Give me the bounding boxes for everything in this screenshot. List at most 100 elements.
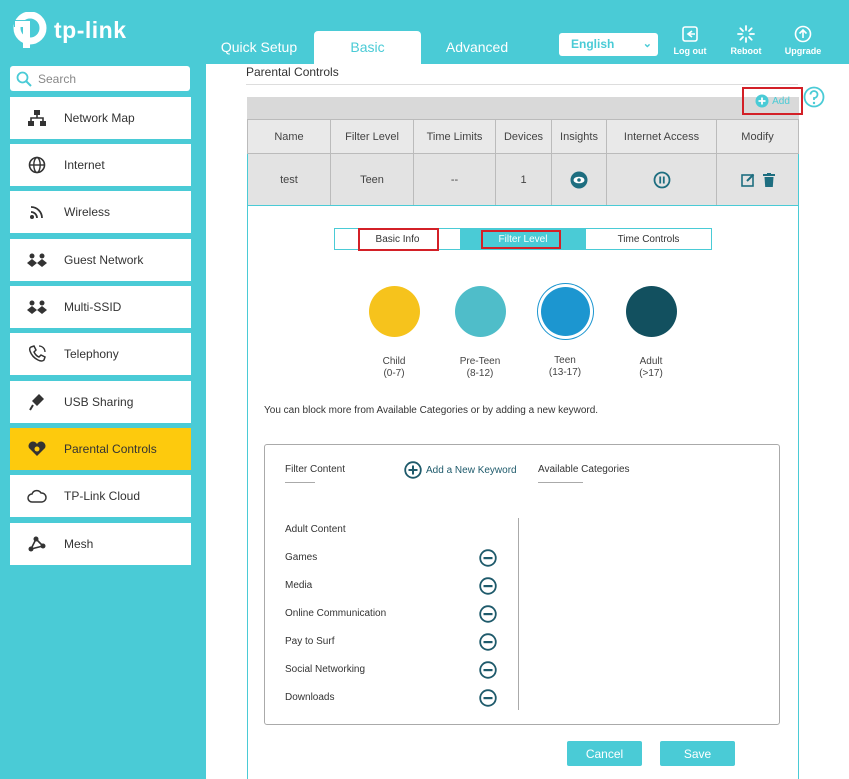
- remove-online-communication-icon[interactable]: [479, 605, 497, 623]
- header-modify: Modify: [717, 120, 799, 153]
- level-child[interactable]: Child (0-7): [354, 286, 434, 380]
- heading-underline: [285, 482, 315, 483]
- upgrade-button[interactable]: Upgrade: [773, 25, 833, 56]
- available-categories-heading: Available Categories: [538, 464, 630, 475]
- sidebar-item-label: Internet: [64, 158, 105, 172]
- level-range: (13-17): [548, 367, 582, 378]
- reboot-label: Reboot: [730, 46, 762, 56]
- sidebar-item-telephony[interactable]: Telephony: [10, 333, 191, 375]
- remove-media-icon[interactable]: [479, 577, 497, 595]
- sidebar-item-parental-controls[interactable]: Parental Controls: [10, 428, 191, 470]
- multi-ssid-icon: [27, 300, 47, 314]
- table-header-row: Name Filter Level Time Limits Devices In…: [247, 119, 799, 154]
- search-input[interactable]: [38, 71, 178, 86]
- filter-item-pay-to-surf: Pay to Surf: [285, 636, 335, 647]
- language-select[interactable]: English ⌄: [559, 33, 658, 56]
- table-row: test Teen -- 1: [247, 154, 799, 206]
- help-icon: [803, 86, 825, 108]
- remove-games-icon[interactable]: [479, 549, 497, 567]
- header-internet-access: Internet Access: [607, 120, 717, 153]
- level-adult[interactable]: Adult (>17): [611, 286, 691, 380]
- level-range: (>17): [639, 368, 663, 379]
- pause-icon[interactable]: [653, 171, 671, 189]
- usb-icon: [29, 394, 44, 411]
- remove-downloads-icon[interactable]: [479, 689, 497, 707]
- sidebar-item-label: Telephony: [64, 347, 119, 361]
- profile-edit-panel: [247, 206, 799, 779]
- upgrade-label: Upgrade: [784, 46, 822, 56]
- tab-quick-setup[interactable]: Quick Setup: [220, 39, 298, 55]
- header-insights: Insights: [552, 120, 607, 153]
- logout-icon: [682, 26, 698, 42]
- level-range: (0-7): [383, 368, 405, 379]
- sidebar-item-label: Guest Network: [64, 253, 144, 267]
- tab-basic-info[interactable]: Basic Info: [375, 233, 420, 245]
- tab-advanced[interactable]: Advanced: [445, 39, 509, 55]
- tp-link-logo-icon: [13, 12, 47, 48]
- wifi-icon: [30, 206, 43, 219]
- sidebar-item-label: Parental Controls: [64, 442, 157, 456]
- cell-internet-access: [607, 154, 717, 205]
- cancel-button[interactable]: Cancel: [567, 741, 642, 766]
- filter-item-social-networking: Social Networking: [285, 664, 366, 675]
- header-time-limits: Time Limits: [414, 120, 496, 153]
- sidebar-item-wireless[interactable]: Wireless: [10, 191, 191, 233]
- save-button[interactable]: Save: [660, 741, 735, 766]
- language-selected: English: [571, 37, 615, 51]
- edit-icon[interactable]: [740, 173, 755, 187]
- sidebar-item-usb-sharing[interactable]: USB Sharing: [10, 381, 191, 423]
- sidebar-item-label: Multi-SSID: [64, 300, 122, 314]
- page-title: Parental Controls: [246, 65, 339, 79]
- help-button[interactable]: [803, 86, 825, 113]
- filter-item-online-communication: Online Communication: [285, 608, 387, 619]
- level-name: Pre-Teen: [459, 356, 501, 367]
- logo-text: tp-link: [54, 16, 127, 43]
- column-divider: [518, 518, 519, 710]
- sidebar-item-label: USB Sharing: [64, 395, 134, 409]
- header-name: Name: [248, 120, 331, 153]
- remove-social-networking-icon[interactable]: [479, 661, 497, 679]
- reboot-button[interactable]: Reboot: [716, 25, 776, 56]
- cell-insights: [552, 154, 607, 205]
- cell-modify: [717, 154, 799, 205]
- table-toolbar: [247, 97, 799, 119]
- phone-icon: [28, 345, 46, 362]
- search-icon: [16, 71, 32, 87]
- add-keyword-button[interactable]: Add a New Keyword: [404, 461, 517, 479]
- search-box[interactable]: [10, 66, 190, 91]
- filter-item-media: Media: [285, 580, 313, 591]
- level-circle: [625, 286, 677, 337]
- sidebar-item-network-map[interactable]: Network Map: [10, 97, 191, 139]
- upgrade-icon: [794, 25, 812, 43]
- sidebar-item-tp-link-cloud[interactable]: TP-Link Cloud: [10, 475, 191, 517]
- sidebar-item-mesh[interactable]: Mesh: [10, 523, 191, 565]
- heart-icon: [28, 441, 46, 456]
- cell-devices: 1: [496, 154, 552, 205]
- sidebar-item-label: Network Map: [64, 111, 135, 125]
- cell-time-limits: --: [414, 154, 496, 205]
- level-teen[interactable]: Teen (13-17): [525, 286, 605, 379]
- filter-item-downloads: Downloads: [285, 692, 335, 703]
- sidebar-item-multi-ssid[interactable]: Multi-SSID: [10, 286, 191, 328]
- level-name: Teen: [554, 355, 576, 366]
- add-label: Add: [772, 95, 790, 107]
- heading-underline: [538, 482, 583, 483]
- filter-item-games: Games: [285, 552, 318, 563]
- remove-pay-to-surf-icon[interactable]: [479, 633, 497, 651]
- trash-icon[interactable]: [762, 172, 775, 187]
- sidebar-item-internet[interactable]: Internet: [10, 144, 191, 186]
- level-name: Adult: [639, 356, 663, 367]
- add-circle-icon: [755, 94, 769, 108]
- add-button[interactable]: Add: [742, 87, 803, 115]
- filter-note: You can block more from Available Catego…: [264, 405, 599, 416]
- tab-basic[interactable]: Basic: [314, 31, 421, 64]
- highlight-box: [358, 228, 439, 251]
- sidebar-item-guest-network[interactable]: Guest Network: [10, 239, 191, 281]
- header-devices: Devices: [496, 120, 552, 153]
- tab-filter-level[interactable]: Filter Level: [460, 229, 586, 249]
- level-pre-teen[interactable]: Pre-Teen (8-12): [440, 286, 520, 380]
- tab-time-controls[interactable]: Time Controls: [617, 233, 680, 245]
- eye-icon[interactable]: [570, 171, 588, 189]
- sidebar-item-label: TP-Link Cloud: [64, 489, 141, 503]
- logout-button[interactable]: Log out: [660, 25, 720, 56]
